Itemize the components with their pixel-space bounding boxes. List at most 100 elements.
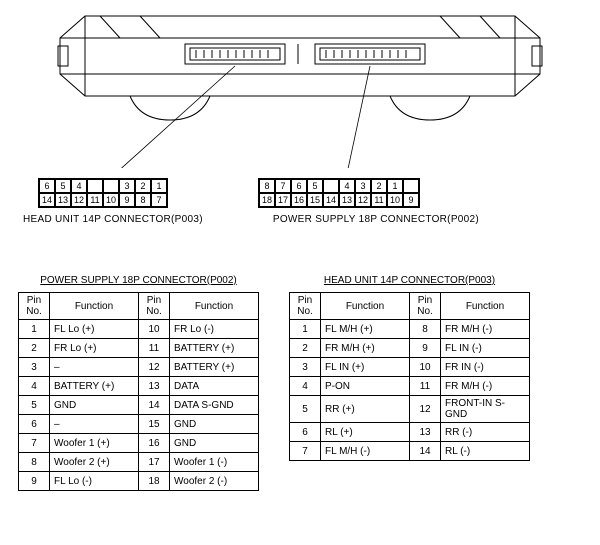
pin-no: 14 xyxy=(410,442,441,461)
pin-no: 13 xyxy=(139,377,170,396)
pin-cell: 12 xyxy=(71,193,87,207)
power-supply-pinmap: 876543211817161514131211109 xyxy=(258,178,420,208)
pin-cell: 4 xyxy=(71,179,87,193)
pin-cell: 10 xyxy=(387,193,403,207)
table-row: 4P-ON11FR M/H (-) xyxy=(290,377,530,396)
pin-function: RR (+) xyxy=(321,396,410,423)
pin-cell: 8 xyxy=(259,179,275,193)
pin-function: GND xyxy=(50,396,139,415)
pin-function: P-ON xyxy=(321,377,410,396)
amplifier-module-diagram xyxy=(8,8,592,168)
table-header: Pin No. xyxy=(139,293,170,320)
pin-cell: 3 xyxy=(119,179,135,193)
power-supply-table: Pin No.FunctionPin No.Function1FL Lo (+)… xyxy=(18,292,259,491)
table-row: 7Woofer 1 (+)16GND xyxy=(19,434,259,453)
pin-no: 13 xyxy=(410,423,441,442)
pin-cell: 2 xyxy=(135,179,151,193)
pin-function: BATTERY (+) xyxy=(170,339,259,358)
table-row: 6RL (+)13RR (-) xyxy=(290,423,530,442)
pin-cell: 6 xyxy=(39,179,55,193)
pin-no: 5 xyxy=(290,396,321,423)
pin-cell: 12 xyxy=(355,193,371,207)
pin-no: 6 xyxy=(290,423,321,442)
pin-no: 2 xyxy=(19,339,50,358)
pin-cell: 13 xyxy=(339,193,355,207)
power-supply-table-block: POWER SUPPLY 18P CONNECTOR(P002) Pin No.… xyxy=(18,275,259,491)
pin-cell: 2 xyxy=(371,179,387,193)
pin-function: Woofer 1 (-) xyxy=(170,453,259,472)
pin-function: Woofer 2 (-) xyxy=(170,472,259,491)
pin-function: BATTERY (+) xyxy=(50,377,139,396)
head-unit-connector-label: HEAD UNIT 14P CONNECTOR(P003) xyxy=(23,214,203,225)
pin-no: 1 xyxy=(19,320,50,339)
pin-function: Woofer 1 (+) xyxy=(50,434,139,453)
pin-no: 7 xyxy=(19,434,50,453)
pin-cell: 11 xyxy=(87,193,103,207)
connector-pinmaps: 6543211413121110987 87654321181716151413… xyxy=(8,178,592,208)
table-row: 5GND14DATA S-GND xyxy=(19,396,259,415)
pin-function: RR (-) xyxy=(441,423,530,442)
power-supply-table-title: POWER SUPPLY 18P CONNECTOR(P002) xyxy=(18,275,259,286)
pin-cell: 9 xyxy=(403,193,419,207)
pin-no: 5 xyxy=(19,396,50,415)
connector-labels: HEAD UNIT 14P CONNECTOR(P003) POWER SUPP… xyxy=(8,214,592,225)
pin-function: FRONT-IN S-GND xyxy=(441,396,530,423)
pin-no: 8 xyxy=(19,453,50,472)
pin-function: FR Lo (+) xyxy=(50,339,139,358)
table-row: 7FL M/H (-)14RL (-) xyxy=(290,442,530,461)
table-row: 9FL Lo (-)18Woofer 2 (-) xyxy=(19,472,259,491)
pin-cell: 15 xyxy=(307,193,323,207)
pin-function: FL IN (+) xyxy=(321,358,410,377)
pin-no: 4 xyxy=(19,377,50,396)
pin-cell: 7 xyxy=(275,179,291,193)
pin-cell xyxy=(403,179,419,193)
pin-function: FL M/H (-) xyxy=(321,442,410,461)
table-header: Pin No. xyxy=(19,293,50,320)
pin-function: FR M/H (-) xyxy=(441,377,530,396)
pin-cell: 14 xyxy=(323,193,339,207)
pin-function: FL IN (-) xyxy=(441,339,530,358)
pin-function: FL M/H (+) xyxy=(321,320,410,339)
table-row: 3FL IN (+)10FR IN (-) xyxy=(290,358,530,377)
head-unit-table-block: HEAD UNIT 14P CONNECTOR(P003) Pin No.Fun… xyxy=(289,275,530,491)
pin-cell: 17 xyxy=(275,193,291,207)
pin-cell: 18 xyxy=(259,193,275,207)
pin-function: DATA S-GND xyxy=(170,396,259,415)
pin-cell: 5 xyxy=(55,179,71,193)
table-row: 1FL Lo (+)10FR Lo (-) xyxy=(19,320,259,339)
pin-cell: 1 xyxy=(387,179,403,193)
pin-cell: 5 xyxy=(307,179,323,193)
pin-function: GND xyxy=(170,434,259,453)
pin-cell: 1 xyxy=(151,179,167,193)
pin-cell xyxy=(103,179,119,193)
pin-no: 12 xyxy=(139,358,170,377)
table-row: 3–12BATTERY (+) xyxy=(19,358,259,377)
pin-no: 3 xyxy=(19,358,50,377)
pin-function: RL (-) xyxy=(441,442,530,461)
pin-cell xyxy=(323,179,339,193)
pin-cell: 14 xyxy=(39,193,55,207)
pin-function: FL Lo (-) xyxy=(50,472,139,491)
pin-no: 2 xyxy=(290,339,321,358)
table-row: 6–15GND xyxy=(19,415,259,434)
table-row: 2FR Lo (+)11BATTERY (+) xyxy=(19,339,259,358)
pin-no: 12 xyxy=(410,396,441,423)
pin-no: 3 xyxy=(290,358,321,377)
pin-no: 11 xyxy=(139,339,170,358)
pin-function: FR Lo (-) xyxy=(170,320,259,339)
pin-no: 6 xyxy=(19,415,50,434)
pin-cell: 11 xyxy=(371,193,387,207)
pin-no: 9 xyxy=(410,339,441,358)
table-row: 8Woofer 2 (+)17Woofer 1 (-) xyxy=(19,453,259,472)
head-unit-pinmap: 6543211413121110987 xyxy=(38,178,168,208)
pin-no: 16 xyxy=(139,434,170,453)
pin-cell: 10 xyxy=(103,193,119,207)
pin-no: 11 xyxy=(410,377,441,396)
pin-no: 1 xyxy=(290,320,321,339)
pin-function: FR M/H (-) xyxy=(441,320,530,339)
pin-function: BATTERY (+) xyxy=(170,358,259,377)
table-header: Function xyxy=(50,293,139,320)
pin-function: – xyxy=(50,415,139,434)
pin-function: RL (+) xyxy=(321,423,410,442)
pin-no: 8 xyxy=(410,320,441,339)
